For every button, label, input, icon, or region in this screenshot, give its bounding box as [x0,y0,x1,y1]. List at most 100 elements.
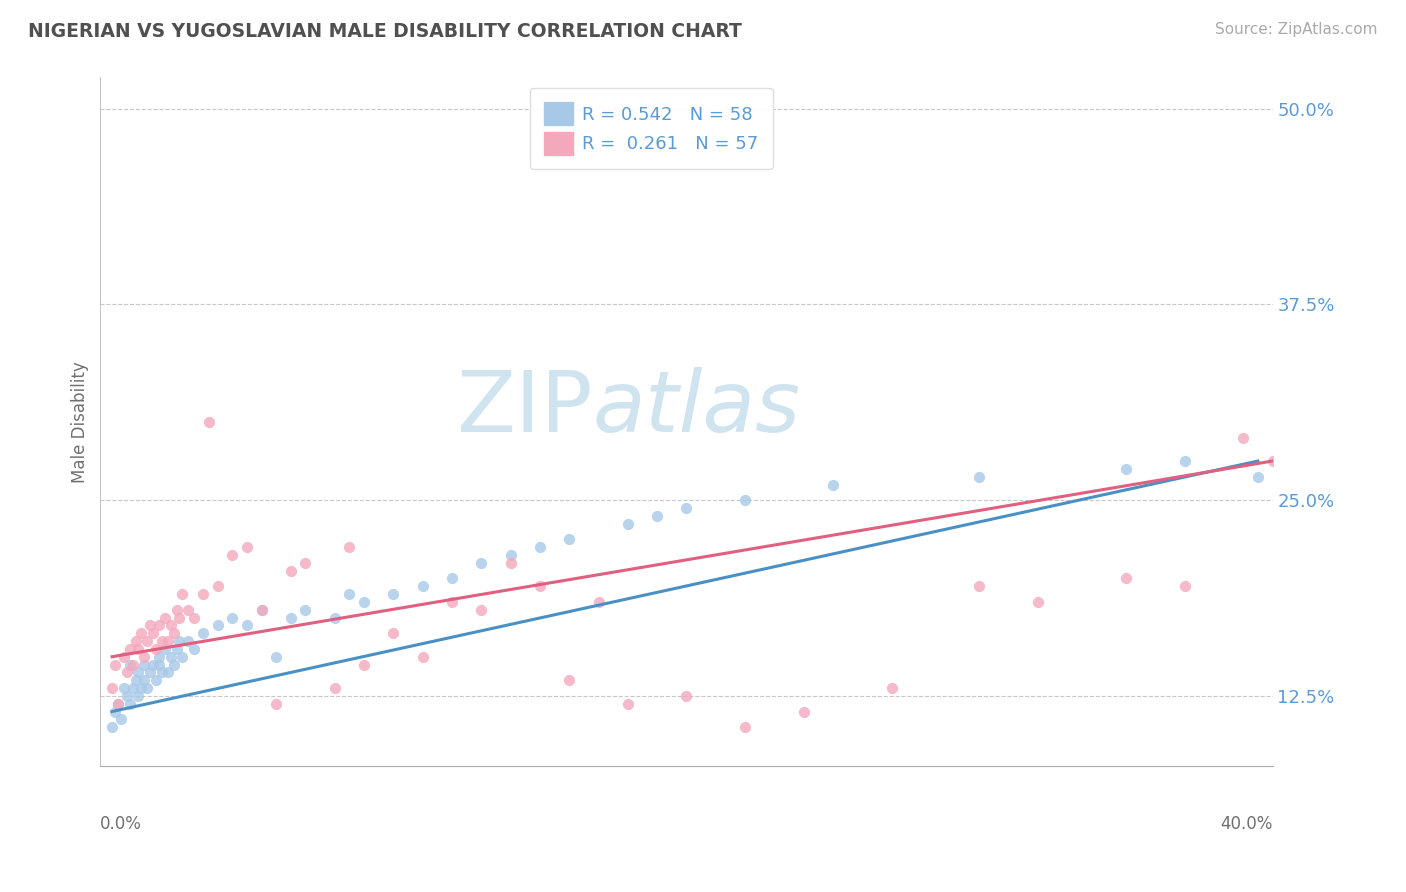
Point [499,556,522,570]
Point [382,587,405,601]
Point [131,626,153,640]
Point [294,556,316,570]
Point [153,610,176,624]
Point [115,665,138,680]
Point [104,705,127,719]
Point [1115,462,1137,476]
Point [101,681,124,695]
Point [1115,571,1137,585]
Point [207,579,229,593]
Point [110,712,132,726]
Point [127,689,149,703]
Point [148,657,170,672]
Point [969,579,991,593]
Point [280,564,302,578]
Point [139,618,162,632]
Point [1174,579,1197,593]
Point [734,493,756,508]
Point [162,657,184,672]
Point [134,657,156,672]
Point [150,665,173,680]
Text: NIGERIAN VS YUGOSLAVIAN MALE DISABILITY CORRELATION CHART: NIGERIAN VS YUGOSLAVIAN MALE DISABILITY … [28,22,742,41]
Point [148,618,170,632]
Point [142,657,165,672]
Point [236,618,259,632]
Point [353,595,375,609]
Point [280,610,302,624]
Point [880,681,903,695]
Point [382,626,405,640]
Point [440,571,463,585]
Point [529,540,551,554]
Point [121,681,143,695]
Legend: R = 0.542   N = 58, R =  0.261   N = 57: R = 0.542 N = 58, R = 0.261 N = 57 [530,87,773,169]
Point [156,665,179,680]
Point [134,649,156,664]
Point [499,548,522,562]
Point [115,689,138,703]
Point [1232,431,1254,445]
Point [470,603,492,617]
Point [139,665,162,680]
Point [150,634,173,648]
Point [127,641,149,656]
Point [101,720,124,734]
Text: Source: ZipAtlas.com: Source: ZipAtlas.com [1215,22,1378,37]
Point [412,579,434,593]
Point [124,673,146,688]
Point [142,626,165,640]
Point [131,681,153,695]
Point [169,634,191,648]
Point [191,626,214,640]
Text: atlas: atlas [593,367,800,450]
Point [675,500,697,515]
Point [159,649,181,664]
Y-axis label: Male Disability: Male Disability [72,361,89,483]
Point [440,595,463,609]
Point [134,673,156,688]
Point [145,641,167,656]
Point [294,603,316,617]
Point [1247,469,1270,483]
Point [177,634,200,648]
Point [529,579,551,593]
Point [645,508,668,523]
Point [969,469,991,483]
Point [339,587,361,601]
Text: ZIP: ZIP [456,367,593,450]
Point [734,720,756,734]
Point [558,673,581,688]
Point [793,705,815,719]
Point [183,641,205,656]
Point [118,641,141,656]
Point [112,649,135,664]
Point [112,681,135,695]
Point [197,415,219,429]
Point [323,610,346,624]
Point [1261,454,1284,468]
Point [470,556,492,570]
Point [675,689,697,703]
Point [353,657,375,672]
Point [183,610,205,624]
Point [172,587,194,601]
Point [1174,454,1197,468]
Point [104,657,127,672]
Point [617,516,640,531]
Point [166,641,188,656]
Text: 0.0%: 0.0% [100,814,142,832]
Point [162,626,184,640]
Point [821,477,844,491]
Point [118,657,141,672]
Point [118,697,141,711]
Point [221,610,243,624]
Point [107,697,129,711]
Point [323,681,346,695]
Point [177,603,200,617]
Point [191,587,214,601]
Point [169,610,191,624]
Point [236,540,259,554]
Point [250,603,273,617]
Point [124,634,146,648]
Point [617,697,640,711]
